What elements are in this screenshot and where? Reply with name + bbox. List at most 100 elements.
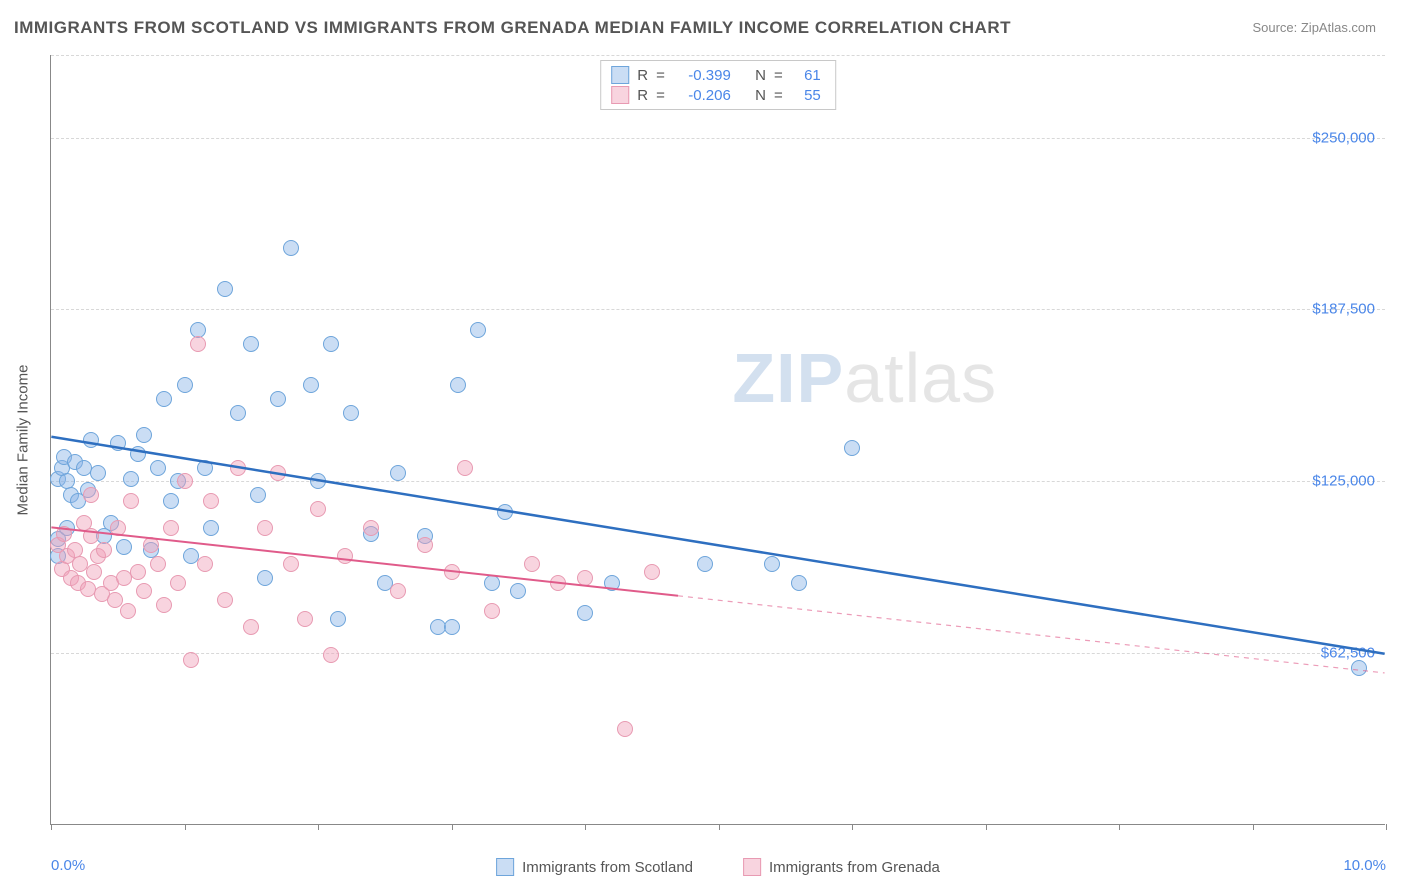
data-point: [123, 493, 139, 509]
data-point: [56, 526, 72, 542]
data-point: [297, 611, 313, 627]
gridline: [51, 309, 1385, 310]
data-point: [484, 603, 500, 619]
y-tick-label: $250,000: [1312, 129, 1375, 146]
r-value: -0.399: [673, 67, 731, 84]
trend-lines: [51, 55, 1385, 824]
data-point: [130, 564, 146, 580]
data-point: [457, 460, 473, 476]
data-point: [323, 647, 339, 663]
data-point: [644, 564, 660, 580]
data-point: [470, 322, 486, 338]
data-point: [270, 391, 286, 407]
n-label: N: [755, 67, 766, 84]
data-point: [337, 548, 353, 564]
data-point: [444, 619, 460, 635]
data-point: [283, 556, 299, 572]
n-value: 61: [791, 67, 821, 84]
data-point: [110, 435, 126, 451]
data-point: [844, 440, 860, 456]
x-tick: [1386, 824, 1387, 830]
x-tick: [1119, 824, 1120, 830]
data-point: [136, 583, 152, 599]
series-swatch: [496, 858, 514, 876]
data-point: [123, 471, 139, 487]
x-tick: [585, 824, 586, 830]
data-point: [150, 460, 166, 476]
n-label: N: [755, 87, 766, 104]
data-point: [217, 281, 233, 297]
data-point: [130, 446, 146, 462]
data-point: [156, 597, 172, 613]
x-tick-label: 0.0%: [51, 857, 85, 874]
x-tick: [185, 824, 186, 830]
x-tick: [1253, 824, 1254, 830]
data-point: [203, 493, 219, 509]
watermark-atlas: atlas: [844, 339, 997, 417]
x-tick: [452, 824, 453, 830]
gridline: [51, 481, 1385, 482]
data-point: [417, 537, 433, 553]
gridline: [51, 55, 1385, 56]
legend-label: Immigrants from Scotland: [522, 859, 693, 876]
data-point: [83, 432, 99, 448]
data-point: [203, 520, 219, 536]
data-point: [177, 473, 193, 489]
x-tick-label: 10.0%: [1343, 857, 1386, 874]
data-point: [243, 336, 259, 352]
gridline: [51, 653, 1385, 654]
data-point: [116, 539, 132, 555]
y-tick-label: $62,500: [1321, 645, 1375, 662]
stats-legend-box: R=-0.399 N=61R=-0.206 N=55: [600, 60, 836, 110]
data-point: [617, 721, 633, 737]
r-value: -0.206: [673, 87, 731, 104]
data-point: [484, 575, 500, 591]
data-point: [257, 570, 273, 586]
data-point: [390, 465, 406, 481]
legend-item: Immigrants from Scotland: [496, 858, 693, 876]
data-point: [120, 603, 136, 619]
data-point: [577, 605, 593, 621]
legend-bottom: Immigrants from Scotland Immigrants from …: [496, 858, 940, 876]
data-point: [183, 652, 199, 668]
chart-plot-area: Median Family Income $62,500$125,000$187…: [50, 55, 1385, 825]
data-point: [764, 556, 780, 572]
data-point: [243, 619, 259, 635]
data-point: [343, 405, 359, 421]
data-point: [791, 575, 807, 591]
source-label: Source:: [1252, 20, 1300, 35]
watermark-zip: ZIP: [732, 339, 844, 417]
data-point: [230, 405, 246, 421]
y-tick-label: $125,000: [1312, 473, 1375, 490]
r-label: R: [637, 67, 648, 84]
data-point: [217, 592, 233, 608]
eq: =: [656, 87, 665, 104]
data-point: [450, 377, 466, 393]
data-point: [510, 583, 526, 599]
data-point: [604, 575, 620, 591]
x-tick: [852, 824, 853, 830]
stats-row: R=-0.206 N=55: [611, 85, 821, 105]
data-point: [163, 520, 179, 536]
data-point: [323, 336, 339, 352]
data-point: [250, 487, 266, 503]
data-point: [90, 465, 106, 481]
data-point: [107, 592, 123, 608]
data-point: [390, 583, 406, 599]
data-point: [163, 493, 179, 509]
data-point: [697, 556, 713, 572]
data-point: [257, 520, 273, 536]
x-tick: [986, 824, 987, 830]
data-point: [83, 528, 99, 544]
data-point: [143, 537, 159, 553]
legend-label: Immigrants from Grenada: [769, 859, 940, 876]
data-point: [330, 611, 346, 627]
y-tick-label: $187,500: [1312, 301, 1375, 318]
data-point: [197, 460, 213, 476]
data-point: [303, 377, 319, 393]
data-point: [524, 556, 540, 572]
y-axis-label: Median Family Income: [15, 364, 32, 515]
chart-title: IMMIGRANTS FROM SCOTLAND VS IMMIGRANTS F…: [14, 18, 1011, 38]
data-point: [310, 501, 326, 517]
data-point: [444, 564, 460, 580]
